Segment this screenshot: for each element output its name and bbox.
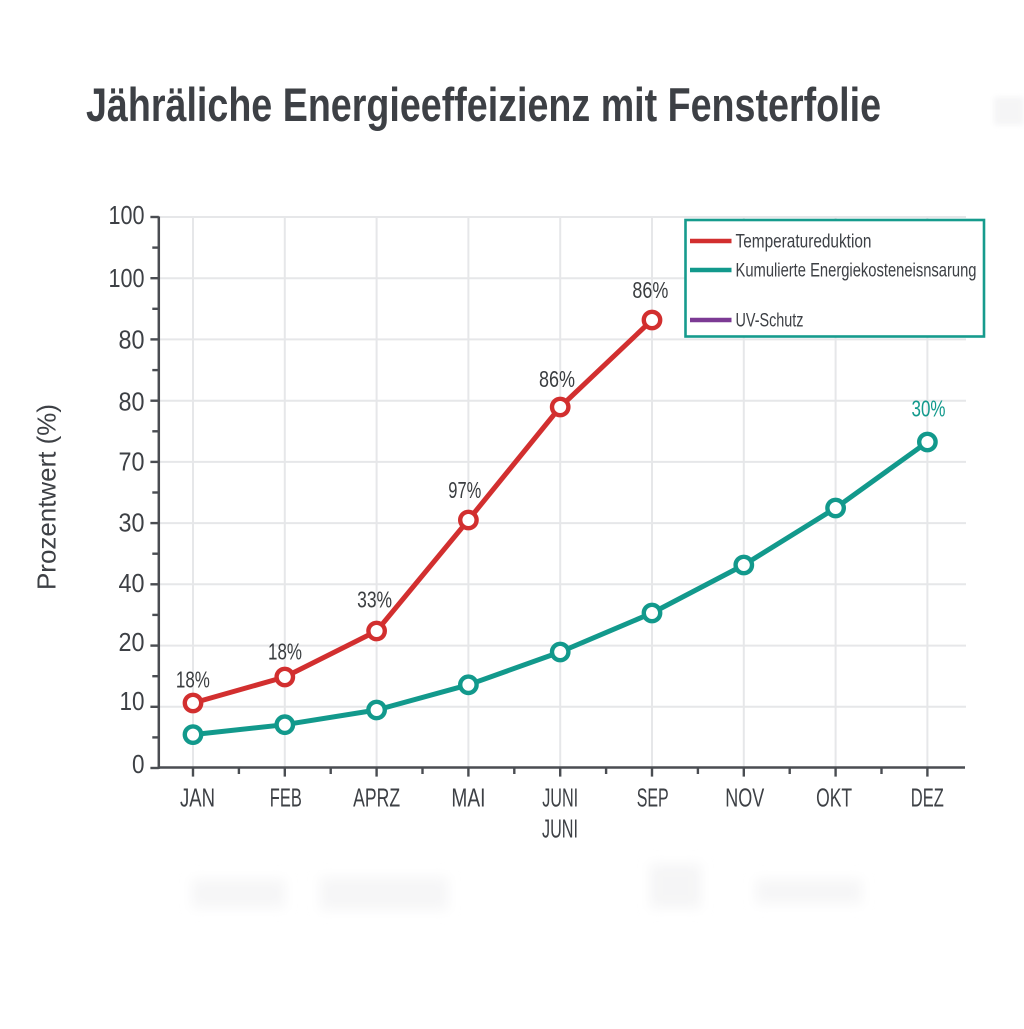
svg-text:0: 0 bbox=[132, 751, 145, 779]
svg-text:Jähräliche Energieeffeizienz m: Jähräliche Energieeffeizienz mit Fenster… bbox=[86, 78, 881, 131]
svg-text:100: 100 bbox=[109, 265, 145, 293]
svg-text:APRZ: APRZ bbox=[353, 785, 400, 813]
svg-text:86%: 86% bbox=[539, 366, 575, 392]
svg-text:40: 40 bbox=[119, 570, 145, 598]
svg-text:OKT: OKT bbox=[816, 785, 852, 813]
svg-text:18%: 18% bbox=[176, 667, 210, 693]
svg-text:Kumulierte Energiekosteneisnsa: Kumulierte Energiekosteneisnsarung bbox=[736, 260, 977, 282]
svg-text:80: 80 bbox=[119, 326, 145, 354]
svg-text:100: 100 bbox=[109, 202, 145, 230]
svg-text:FEB: FEB bbox=[270, 785, 302, 813]
svg-text:Temperatureduktion: Temperatureduktion bbox=[736, 231, 872, 253]
svg-text:70: 70 bbox=[119, 448, 145, 476]
svg-text:MAI: MAI bbox=[451, 785, 485, 813]
svg-text:30%: 30% bbox=[912, 396, 946, 422]
svg-text:UV-Schutz: UV-Schutz bbox=[736, 310, 804, 332]
svg-text:10: 10 bbox=[120, 688, 145, 716]
svg-text:86%: 86% bbox=[632, 277, 668, 303]
svg-text:JUNI: JUNI bbox=[542, 816, 578, 844]
svg-text:DEZ: DEZ bbox=[911, 785, 944, 813]
svg-text:80: 80 bbox=[119, 389, 145, 417]
svg-text:NOV: NOV bbox=[725, 785, 764, 813]
svg-text:JUNI: JUNI bbox=[542, 785, 578, 813]
svg-text:97%: 97% bbox=[448, 477, 481, 503]
svg-text:SEP: SEP bbox=[637, 785, 669, 813]
svg-text:Prozentwert (%): Prozentwert (%) bbox=[32, 404, 62, 590]
svg-text:JAN: JAN bbox=[180, 785, 215, 813]
svg-text:18%: 18% bbox=[268, 639, 302, 665]
svg-text:33%: 33% bbox=[357, 587, 392, 613]
svg-text:30: 30 bbox=[119, 510, 145, 538]
svg-text:20: 20 bbox=[119, 629, 145, 657]
